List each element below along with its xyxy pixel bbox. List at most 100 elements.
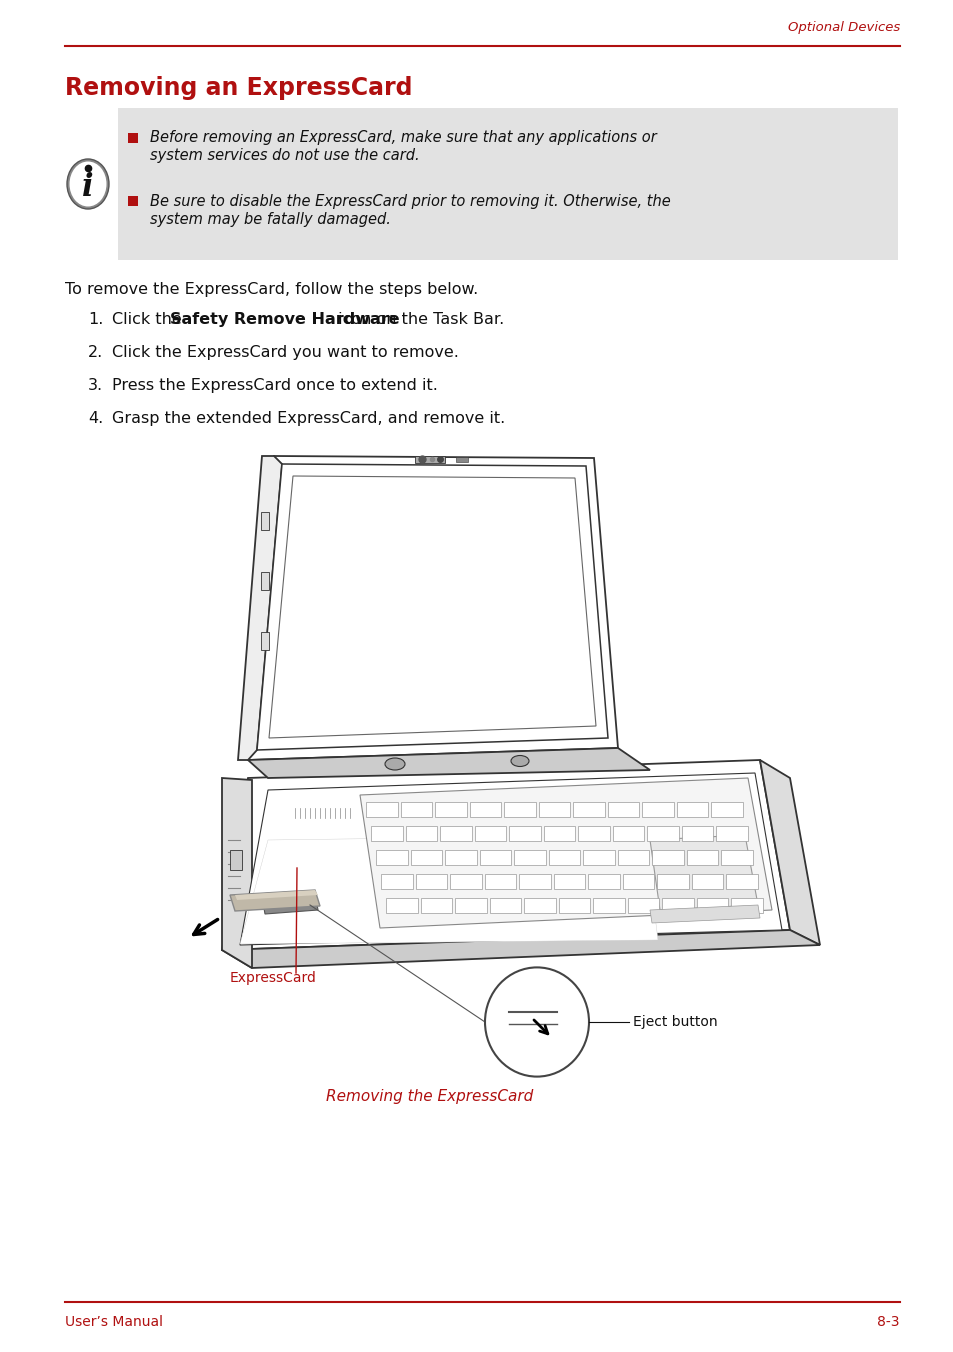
Text: Safety Remove Hardware: Safety Remove Hardware [170,312,399,327]
Polygon shape [578,826,609,841]
Polygon shape [366,802,397,817]
Polygon shape [677,802,708,817]
Polygon shape [641,802,673,817]
Polygon shape [256,464,607,750]
Polygon shape [649,836,758,910]
Ellipse shape [70,161,107,207]
Polygon shape [489,898,520,913]
Polygon shape [405,826,436,841]
Polygon shape [553,873,584,890]
Polygon shape [380,873,412,890]
Polygon shape [400,802,432,817]
Text: Before removing an ExpressCard, make sure that any applications or: Before removing an ExpressCard, make sur… [150,130,656,145]
Bar [456,457,468,462]
Polygon shape [269,476,596,738]
Polygon shape [248,456,618,760]
Text: icon on the Task Bar.: icon on the Task Bar. [333,312,504,327]
Polygon shape [588,873,619,890]
Polygon shape [375,850,407,865]
Text: Click the: Click the [112,312,187,327]
Polygon shape [760,760,820,945]
Polygon shape [410,850,441,865]
Polygon shape [622,873,654,890]
Text: Eject button: Eject button [633,1015,717,1029]
Bar [261,512,269,530]
Polygon shape [237,456,282,760]
Polygon shape [681,826,713,841]
Polygon shape [416,873,447,890]
Text: Be sure to disable the ExpressCard prior to removing it. Otherwise, the: Be sure to disable the ExpressCard prior… [150,193,670,210]
Polygon shape [475,826,506,841]
Text: 2.: 2. [88,345,103,360]
Polygon shape [222,930,820,968]
Ellipse shape [484,968,588,1076]
Polygon shape [711,802,742,817]
Polygon shape [248,748,649,777]
Polygon shape [523,898,556,913]
Polygon shape [371,826,402,841]
Polygon shape [716,826,747,841]
Polygon shape [652,850,683,865]
Polygon shape [479,850,511,865]
Polygon shape [469,802,500,817]
Polygon shape [548,850,579,865]
Bar [261,572,269,589]
Text: Press the ExpressCard once to extend it.: Press the ExpressCard once to extend it. [112,379,437,393]
Polygon shape [538,802,570,817]
Polygon shape [455,898,486,913]
Polygon shape [222,760,789,950]
Ellipse shape [511,756,529,767]
Polygon shape [686,850,718,865]
Polygon shape [439,826,471,841]
Text: User’s Manual: User’s Manual [65,1315,163,1329]
Polygon shape [612,826,643,841]
Text: Removing an ExpressCard: Removing an ExpressCard [65,76,412,100]
Polygon shape [230,890,319,911]
Text: To remove the ExpressCard, follow the steps below.: To remove the ExpressCard, follow the st… [65,283,477,297]
Text: Removing the ExpressCard: Removing the ExpressCard [326,1088,533,1103]
Ellipse shape [385,758,405,771]
Polygon shape [518,873,550,890]
Polygon shape [386,898,417,913]
Polygon shape [661,898,693,913]
Polygon shape [558,898,590,913]
Polygon shape [647,826,679,841]
Polygon shape [222,777,252,968]
Bar [118,108,897,260]
Text: system services do not use the card.: system services do not use the card. [150,147,419,164]
Polygon shape [697,898,728,913]
Polygon shape [262,894,317,914]
Text: 1.: 1. [88,312,103,327]
Text: 8-3: 8-3 [877,1315,899,1329]
Polygon shape [720,850,752,865]
Ellipse shape [67,160,109,210]
Polygon shape [484,873,516,890]
Text: Grasp the extended ExpressCard, and remove it.: Grasp the extended ExpressCard, and remo… [112,411,505,426]
Bar [128,132,138,143]
Polygon shape [607,802,639,817]
Text: 4.: 4. [88,411,103,426]
Text: Optional Devices: Optional Devices [787,22,899,35]
Polygon shape [543,826,575,841]
Polygon shape [593,898,624,913]
Polygon shape [503,802,536,817]
Bar [261,631,269,650]
Polygon shape [420,898,452,913]
Polygon shape [359,777,771,927]
Polygon shape [582,850,614,865]
Polygon shape [618,850,649,865]
Polygon shape [509,826,540,841]
Polygon shape [657,873,688,890]
Text: Click the ExpressCard you want to remove.: Click the ExpressCard you want to remove… [112,345,458,360]
Polygon shape [240,773,781,945]
Text: ExpressCard: ExpressCard [230,971,316,986]
Polygon shape [725,873,758,890]
Polygon shape [627,898,659,913]
Polygon shape [435,802,466,817]
Polygon shape [691,873,722,890]
Polygon shape [649,904,760,923]
Polygon shape [514,850,545,865]
Text: i: i [82,173,93,204]
Polygon shape [240,836,658,944]
Polygon shape [234,890,317,900]
